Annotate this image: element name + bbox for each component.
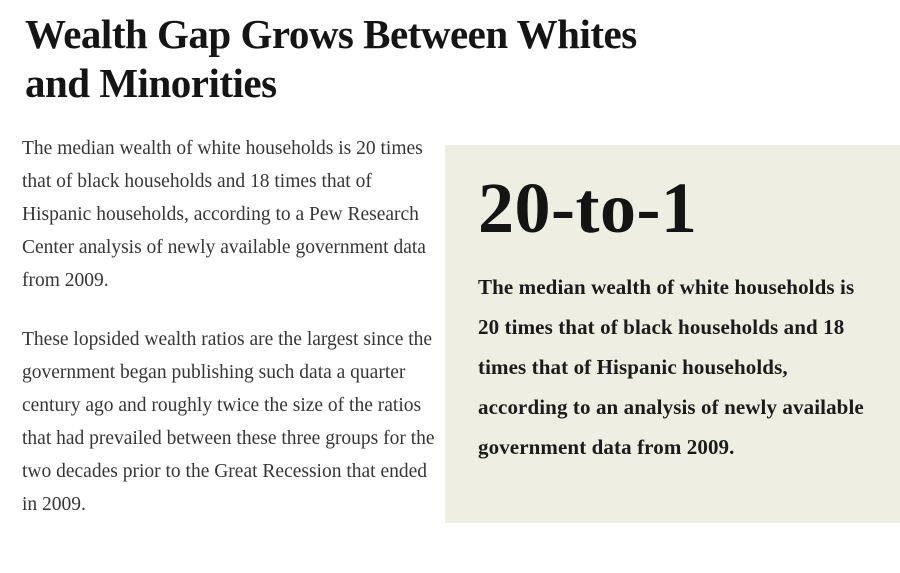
article-body-column: The median wealth of white households is… xyxy=(22,132,446,547)
callout-description: The median wealth of white households is… xyxy=(478,275,864,459)
article-paragraph: These lopsided wealth ratios are the lar… xyxy=(22,329,435,515)
callout-stat: 20-to-1 xyxy=(478,168,698,248)
page-title-line-1: Wealth Gap Grows Between Whites xyxy=(25,11,637,57)
article-paragraph: The median wealth of white households is… xyxy=(22,138,426,291)
page-title: Wealth Gap Grows Between Whites and Mino… xyxy=(25,10,637,108)
callout-box: 20-to-1 The median wealth of white house… xyxy=(445,145,900,523)
page-title-line-2: and Minorities xyxy=(25,60,277,106)
